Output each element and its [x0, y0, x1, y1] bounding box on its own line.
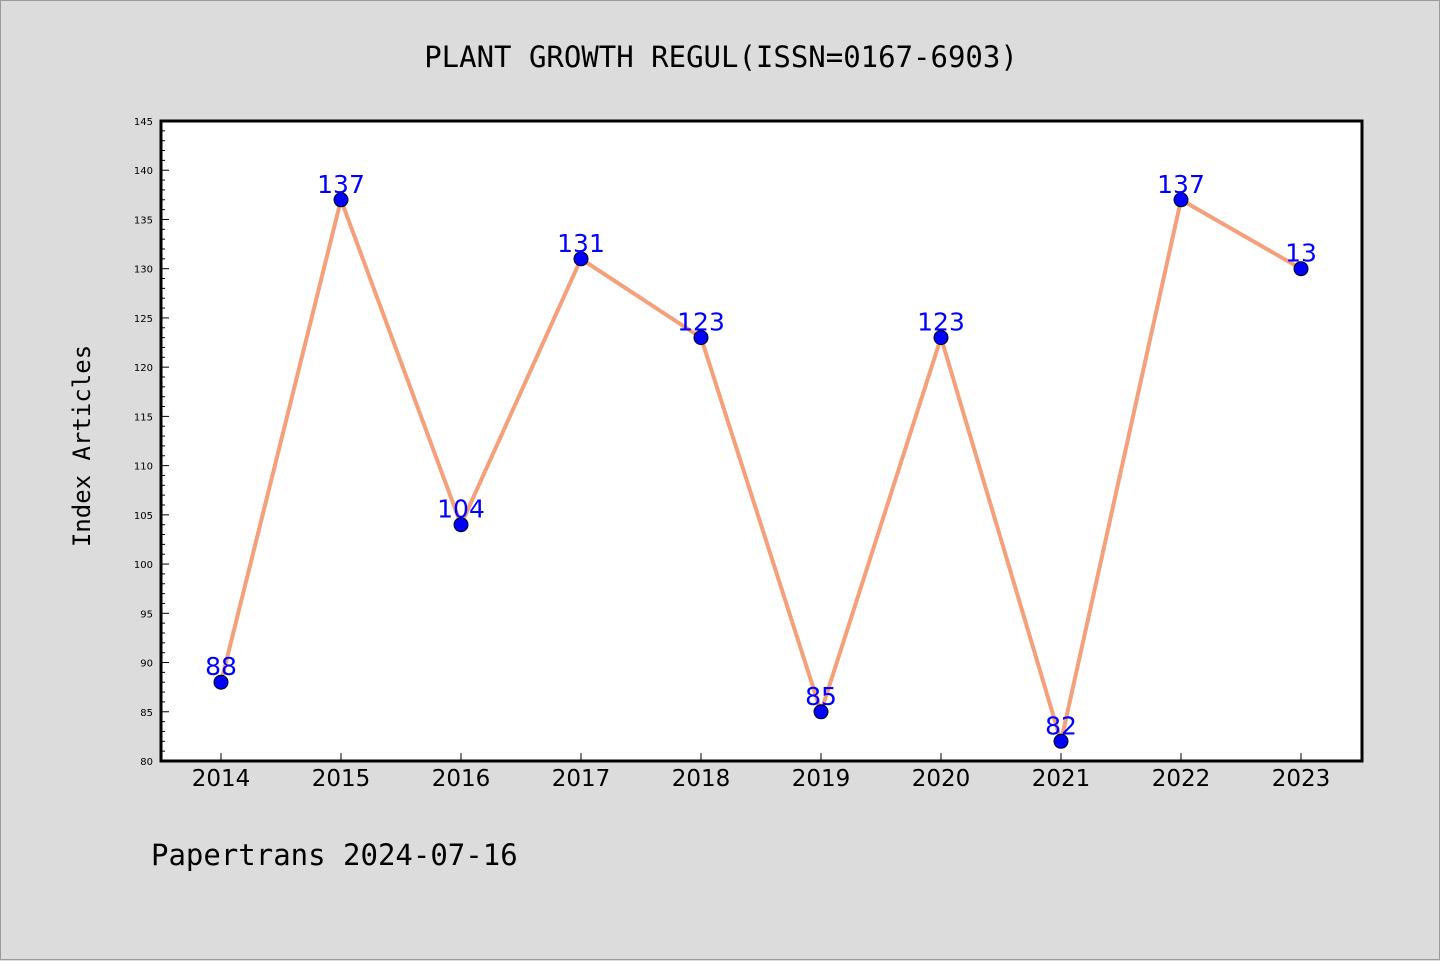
y-tick-label: 100	[134, 560, 153, 571]
data-point	[933, 330, 949, 346]
x-tick-label: 2020	[912, 766, 971, 792]
series-layer	[213, 192, 1309, 749]
data-label: 123	[677, 308, 725, 337]
data-point	[453, 517, 469, 533]
data-label: 131	[557, 229, 605, 258]
y-tick-label: 90	[140, 659, 153, 670]
y-tick-label: 115	[134, 412, 153, 423]
plot-area	[159, 119, 1364, 763]
y-tick-label: 145	[134, 117, 153, 128]
y-tick-label: 120	[134, 363, 153, 374]
y-axis: 80 85 90 95 100 105 110 115 120 125 130 135 140 145	[134, 117, 169, 768]
x-tick-label: 2016	[432, 766, 491, 792]
y-tick-label: 80	[140, 757, 153, 768]
y-tick-label: 135	[134, 215, 153, 226]
x-tick-label: 2021	[1032, 766, 1091, 792]
y-tick-label: 130	[134, 265, 153, 276]
data-point	[573, 251, 589, 267]
data-point	[813, 704, 829, 720]
y-tick-label: 105	[134, 511, 153, 522]
data-point	[1053, 733, 1069, 749]
y-tick-label: 95	[140, 609, 153, 620]
data-labels: 88 137 104 131 123 85 123 82 137 13	[205, 170, 1317, 741]
data-label: 137	[1157, 170, 1205, 199]
x-tick-label: 2014	[192, 766, 251, 792]
x-tick-label: 2019	[792, 766, 851, 792]
series-line	[219, 197, 1302, 744]
data-label: 13	[1285, 239, 1317, 268]
y-tick-label: 85	[140, 708, 153, 719]
data-label: 85	[805, 682, 837, 711]
data-point	[213, 674, 229, 690]
x-tick-label: 2018	[672, 766, 731, 792]
x-tick-label: 2023	[1272, 766, 1331, 792]
data-label: 82	[1045, 711, 1077, 740]
data-label: 104	[437, 495, 485, 524]
y-tick-label: 110	[134, 462, 153, 473]
y-tick-label: 140	[134, 166, 153, 177]
y-tick-label: 125	[134, 314, 153, 325]
x-axis: 2014 2015 2016 2017 2018 2019 2020 2021 2022 2023	[192, 753, 1331, 792]
y-axis-label: Index Articles	[68, 345, 96, 547]
data-point	[1293, 261, 1309, 277]
chart-title: PLANT GROWTH REGUL(ISSN=0167-6903)	[424, 40, 1018, 74]
data-point	[333, 192, 349, 208]
x-tick-label: 2022	[1152, 766, 1211, 792]
data-label: 123	[917, 308, 965, 337]
data-label: 88	[205, 652, 237, 681]
x-tick-label: 2015	[312, 766, 371, 792]
data-point	[693, 330, 709, 346]
data-label: 137	[317, 170, 365, 199]
footer-text: Papertrans 2024-07-16	[151, 838, 518, 872]
data-point	[1173, 192, 1189, 208]
x-tick-label: 2017	[552, 766, 611, 792]
